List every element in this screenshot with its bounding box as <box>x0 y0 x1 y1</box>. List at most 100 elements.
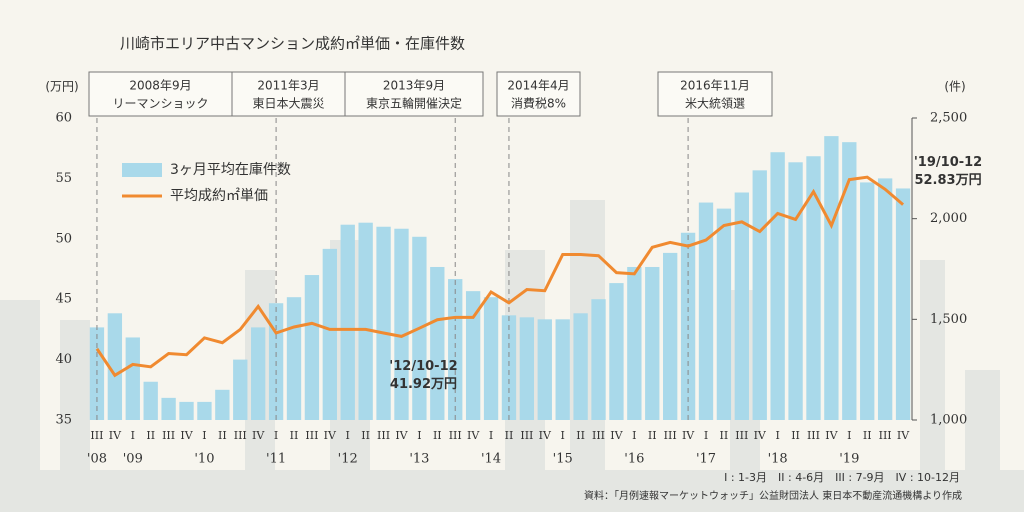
event-date: 2014年4月 <box>507 79 569 93</box>
bar <box>394 228 409 420</box>
bar <box>107 313 123 420</box>
event-box <box>496 71 581 117</box>
bar <box>860 182 875 420</box>
x-tick-label: III <box>162 429 175 442</box>
x-tick-label: IV <box>109 429 122 442</box>
event-label: 東日本大震災 <box>252 97 324 111</box>
bar <box>251 327 266 420</box>
bar <box>627 266 642 420</box>
bar <box>448 279 463 420</box>
x-tick-label: II <box>648 429 657 442</box>
quarter-note: I : 1-3月 II : 4-6月 III : 7-9月 IV : 10-12… <box>724 471 960 484</box>
year-label: '11 <box>266 452 286 467</box>
bar <box>322 248 337 420</box>
bar <box>770 152 785 420</box>
x-tick-label: I <box>632 429 636 442</box>
year-label: '18 <box>768 452 788 467</box>
year-label: '15 <box>553 452 573 467</box>
bar <box>376 226 391 420</box>
event-label: 米大統領選 <box>685 96 745 111</box>
y-tick-label: 50 <box>55 231 72 246</box>
year-label: '19 <box>839 452 859 467</box>
source-note: 資料：「月例速報マーケットウォッチ」公益財団法人 東日本不動産流通機構より作成 <box>584 489 962 502</box>
event-box <box>344 71 484 117</box>
bar <box>895 188 911 420</box>
x-tick-label: II <box>791 429 800 442</box>
y2-tick-label: 2,000 <box>930 211 967 226</box>
x-tick-label: II <box>720 429 729 442</box>
bar <box>215 389 230 420</box>
event-date: 2008年9月 <box>129 79 191 93</box>
event-label: 消費税8% <box>511 96 566 111</box>
event-box <box>88 71 233 117</box>
bar <box>501 315 517 420</box>
bar <box>340 224 355 420</box>
x-tick-label: III <box>234 429 247 442</box>
event-box <box>657 71 773 117</box>
value-note: '12/10-12 <box>389 359 457 374</box>
x-tick-label: IV <box>754 429 767 442</box>
legend-swatch <box>122 163 162 177</box>
x-tick-label: I <box>775 429 779 442</box>
bar <box>788 162 803 420</box>
value-label: 41.92万円 <box>390 377 457 392</box>
y2-tick-label: 1,500 <box>930 312 967 327</box>
x-tick-label: IV <box>252 429 265 442</box>
bar <box>645 266 660 420</box>
bar <box>179 401 194 420</box>
x-tick-label: I <box>704 429 708 442</box>
bar <box>663 252 678 420</box>
x-tick-label: I <box>131 429 135 442</box>
bar <box>752 170 767 420</box>
bar <box>286 297 302 420</box>
x-tick-label: I <box>417 429 421 442</box>
bar <box>483 297 499 420</box>
line <box>95 175 905 378</box>
y-tick-label: 45 <box>55 292 72 307</box>
value-note: '19/10-12 <box>914 155 982 170</box>
bar <box>555 319 570 420</box>
year-label: '12 <box>338 452 358 467</box>
event-date: 2011年3月 <box>257 79 319 93</box>
year-label: '17 <box>696 452 716 467</box>
y2-tick-label: 1,000 <box>930 413 967 428</box>
x-tick-label: II <box>146 429 155 442</box>
y-axis-unit: (万円) <box>45 80 78 94</box>
x-tick-label: IV <box>467 429 480 442</box>
x-tick-label: IV <box>324 429 337 442</box>
bar <box>573 313 588 420</box>
bar <box>734 192 749 420</box>
legend-label: 3ヶ月平均在庫件数 <box>170 161 291 178</box>
x-tick-label: IV <box>825 429 838 442</box>
event-label: リーマンショック <box>112 97 208 111</box>
x-tick-label: III <box>377 429 390 442</box>
y-tick-label: 60 <box>55 111 72 126</box>
x-tick-label: III <box>90 429 103 442</box>
chart-title: 川崎市エリア中古マンション成約㎡単価・在庫件数 <box>120 35 465 53</box>
bar <box>465 291 481 420</box>
bar <box>304 275 320 420</box>
year-label: '13 <box>409 452 429 467</box>
x-tick-label: IV <box>539 429 552 442</box>
y-tick-label: 35 <box>55 413 72 428</box>
bar <box>197 401 212 420</box>
x-tick-label: III <box>520 429 533 442</box>
x-tick-label: II <box>433 429 442 442</box>
x-tick-label: II <box>290 429 299 442</box>
x-tick-label: I <box>561 429 565 442</box>
value-label: 52.83万円 <box>914 173 981 188</box>
x-tick-label: IV <box>180 429 193 442</box>
x-tick-label: IV <box>610 429 623 442</box>
x-tick-label: IV <box>395 429 408 442</box>
y-tick-label: 55 <box>55 171 72 186</box>
x-tick-label: III <box>305 429 318 442</box>
event-box <box>231 71 346 117</box>
bar <box>842 142 857 420</box>
year-label: '09 <box>123 452 143 467</box>
x-tick-label: II <box>361 429 370 442</box>
x-tick-label: I <box>346 429 350 442</box>
x-tick-label: I <box>847 429 851 442</box>
bar <box>877 178 893 420</box>
bar <box>698 202 714 420</box>
